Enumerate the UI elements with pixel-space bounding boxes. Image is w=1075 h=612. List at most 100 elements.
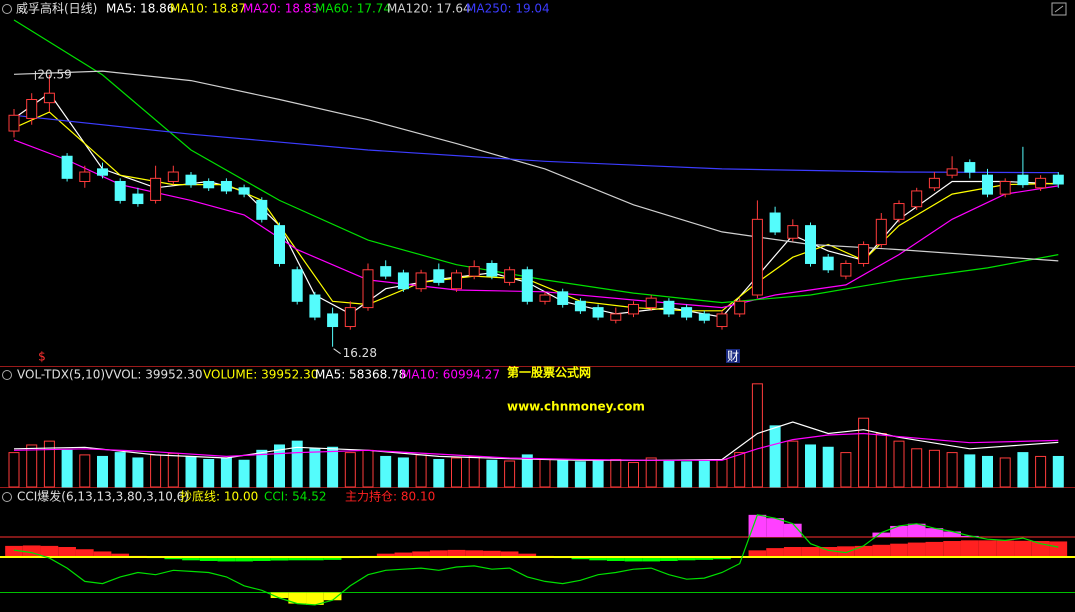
position-bar bbox=[978, 540, 997, 557]
cci-low-bar bbox=[270, 592, 289, 599]
candle-body bbox=[451, 272, 462, 290]
position-bar bbox=[854, 545, 873, 557]
candle-body bbox=[964, 162, 976, 173]
line-series bbox=[13, 514, 1059, 606]
position-bar bbox=[783, 547, 802, 557]
candle-body bbox=[150, 177, 162, 201]
candle-body bbox=[274, 225, 285, 264]
volume-bar bbox=[97, 455, 108, 488]
candle-body bbox=[1052, 174, 1064, 185]
volume-bar bbox=[132, 457, 144, 488]
corner-icon[interactable] bbox=[1051, 2, 1067, 16]
cci-high-bar bbox=[748, 514, 767, 538]
candle-body bbox=[486, 262, 498, 277]
cci-low-bar bbox=[288, 592, 307, 604]
candle-body bbox=[858, 244, 870, 264]
candle-body bbox=[822, 256, 834, 271]
candle-body bbox=[875, 218, 887, 246]
position-bar bbox=[1049, 541, 1068, 557]
volume-bar bbox=[751, 383, 763, 488]
candle-body bbox=[557, 291, 569, 305]
candle-body bbox=[840, 262, 852, 277]
volume-bar bbox=[185, 455, 197, 488]
cci-high-bar bbox=[872, 532, 891, 538]
position-bar bbox=[40, 545, 59, 557]
volume-bar bbox=[238, 459, 250, 488]
candle-body bbox=[397, 272, 409, 290]
position-bar bbox=[465, 550, 484, 557]
candle-body bbox=[928, 177, 940, 189]
volume-bar bbox=[1052, 455, 1064, 488]
candle-body bbox=[309, 294, 321, 318]
candle-body bbox=[327, 313, 339, 328]
candle-body bbox=[610, 313, 622, 321]
volume-bar bbox=[982, 455, 993, 488]
candle-body bbox=[751, 218, 763, 296]
position-bar bbox=[217, 556, 236, 562]
candle-body bbox=[114, 180, 126, 201]
candle-body bbox=[362, 269, 374, 309]
volume-bar bbox=[787, 440, 799, 488]
line-series bbox=[13, 432, 1059, 461]
candle-body bbox=[220, 180, 232, 192]
position-bar bbox=[890, 543, 908, 557]
candle-body bbox=[380, 266, 392, 277]
position-bar bbox=[288, 556, 307, 561]
position-bar bbox=[447, 549, 466, 557]
candle-body bbox=[734, 300, 746, 315]
annotation: 20.59 bbox=[37, 67, 71, 81]
candle-body bbox=[132, 193, 144, 205]
annotation: 16.28 bbox=[343, 346, 377, 360]
position-bar bbox=[943, 541, 961, 557]
marker-box bbox=[726, 349, 740, 363]
candle-body bbox=[999, 180, 1011, 195]
position-bar bbox=[500, 551, 519, 557]
candle-body bbox=[433, 269, 445, 283]
candle-body bbox=[787, 225, 799, 239]
position-bar bbox=[713, 556, 731, 560]
position-bar bbox=[624, 556, 643, 562]
volume-bar bbox=[805, 444, 816, 488]
candle-body bbox=[911, 190, 923, 208]
legend-entry: MA10: 60994.27 bbox=[401, 368, 500, 382]
candle-body bbox=[946, 168, 958, 176]
candle-body bbox=[97, 168, 108, 176]
marker: $ bbox=[38, 350, 46, 364]
candle-body bbox=[344, 307, 356, 328]
volume-bar bbox=[362, 449, 374, 488]
line-series bbox=[13, 19, 1059, 304]
position-bar bbox=[819, 547, 838, 557]
legend-entry: MA120: 17.64 bbox=[387, 2, 471, 16]
position-bar bbox=[518, 553, 537, 557]
position-bar bbox=[748, 550, 767, 557]
volume-bar bbox=[628, 462, 639, 488]
line-series bbox=[13, 114, 1059, 174]
volume-bar bbox=[769, 425, 781, 488]
position-bar bbox=[182, 556, 200, 561]
volume-bar bbox=[504, 460, 516, 488]
volume-bar bbox=[557, 459, 569, 488]
volume-bar bbox=[291, 440, 303, 488]
position-bar bbox=[801, 547, 820, 557]
candle-body bbox=[592, 307, 604, 318]
cci-high-bar bbox=[907, 523, 926, 538]
position-bar bbox=[22, 545, 41, 557]
candle-body bbox=[61, 155, 73, 179]
volume-bar bbox=[840, 452, 852, 488]
volume-bar bbox=[1017, 452, 1029, 488]
candle-body bbox=[698, 313, 710, 321]
candle-body bbox=[167, 171, 179, 182]
candle-body bbox=[521, 269, 533, 302]
annotation-arrow bbox=[333, 348, 341, 355]
legend-entry: MA10: 18.87 bbox=[170, 2, 246, 16]
volume-bar bbox=[964, 454, 976, 488]
legend-entry: MA20: 18.83 bbox=[243, 2, 319, 16]
position-bar bbox=[766, 548, 784, 557]
position-bar bbox=[642, 556, 661, 562]
chart-title: 威孚高科(日线) bbox=[16, 1, 97, 16]
candle-body bbox=[504, 269, 516, 283]
volume-bar bbox=[344, 452, 356, 488]
pane-subtitle: VVOL: 39952.30 bbox=[105, 368, 202, 382]
candle-body bbox=[8, 114, 20, 132]
